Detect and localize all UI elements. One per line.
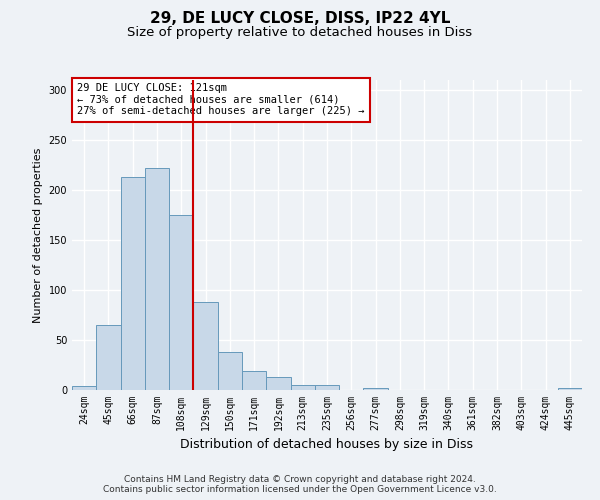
Bar [72, 386, 96, 390]
Text: 29, DE LUCY CLOSE, DISS, IP22 4YL: 29, DE LUCY CLOSE, DISS, IP22 4YL [150, 11, 450, 26]
Bar [266, 377, 290, 390]
Bar [315, 385, 339, 390]
Y-axis label: Number of detached properties: Number of detached properties [33, 148, 43, 322]
Bar [193, 302, 218, 390]
Bar [218, 352, 242, 390]
Bar [121, 177, 145, 390]
Text: Size of property relative to detached houses in Diss: Size of property relative to detached ho… [127, 26, 473, 39]
Text: 29 DE LUCY CLOSE: 121sqm
← 73% of detached houses are smaller (614)
27% of semi-: 29 DE LUCY CLOSE: 121sqm ← 73% of detach… [77, 83, 365, 116]
Bar [242, 371, 266, 390]
X-axis label: Distribution of detached houses by size in Diss: Distribution of detached houses by size … [181, 438, 473, 452]
Bar [364, 388, 388, 390]
Text: Contains HM Land Registry data © Crown copyright and database right 2024.
Contai: Contains HM Land Registry data © Crown c… [103, 474, 497, 494]
Bar [169, 215, 193, 390]
Bar [290, 385, 315, 390]
Bar [96, 325, 121, 390]
Bar [558, 388, 582, 390]
Bar [145, 168, 169, 390]
